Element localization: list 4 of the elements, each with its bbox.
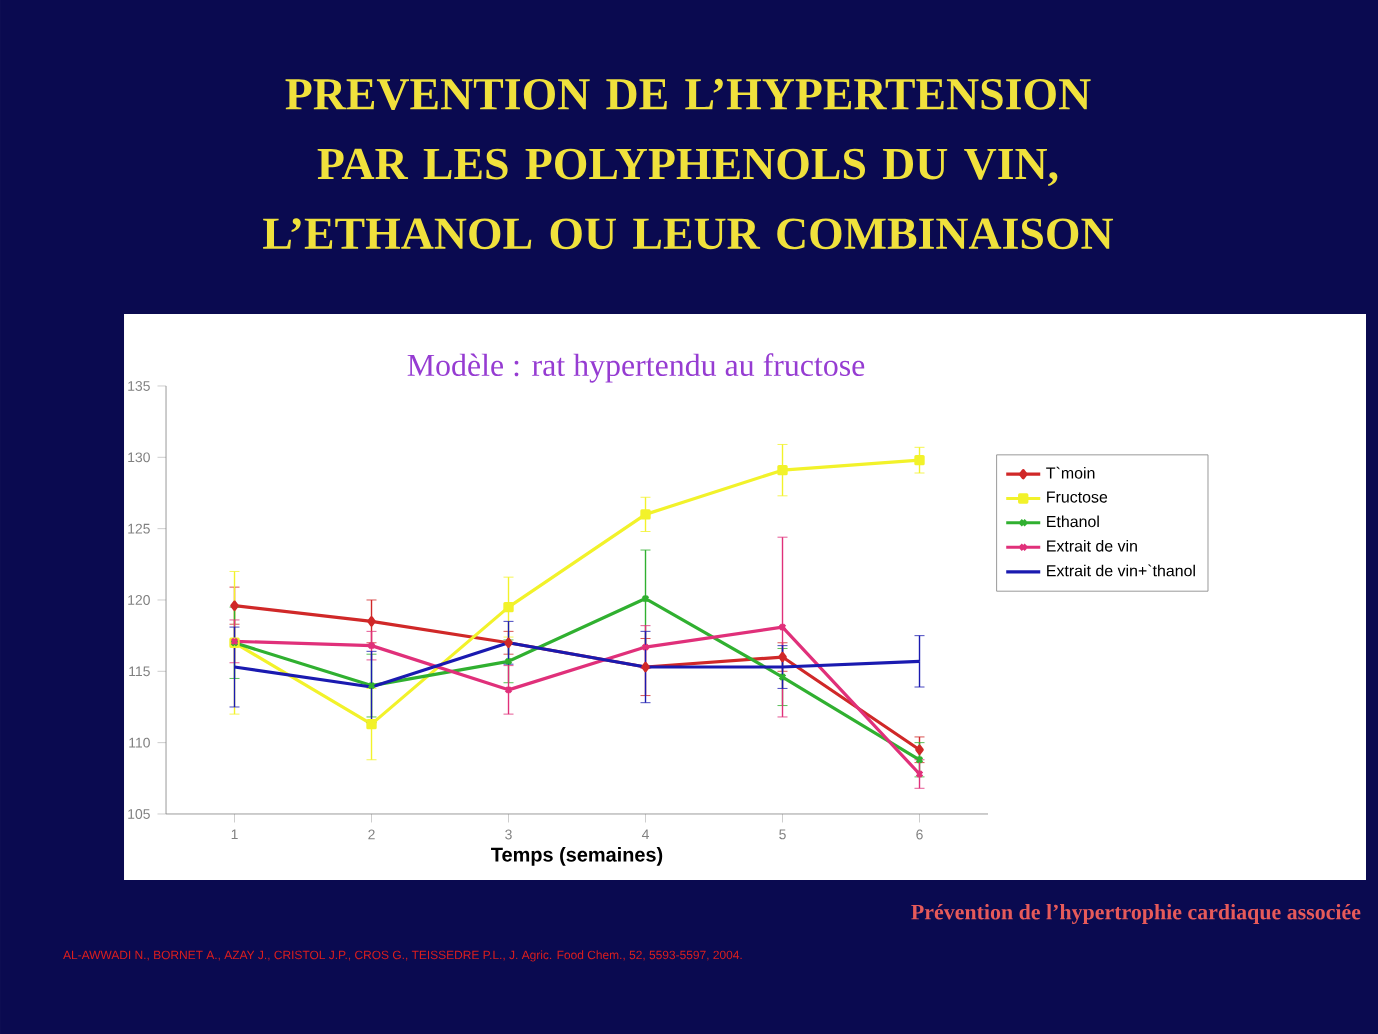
text: Prévention de l’hypertrophie cardiaque associée bbox=[911, 904, 1361, 924]
chart-title: PREVENTION DE L’HYPERTENSION PAR LES POLYPHENOLS DU VIN, L’ETHANOL OU LEUR COMBINAISON bbox=[263, 78, 1114, 250]
x-axis-title: Temps (semaines) bbox=[491, 847, 663, 866]
chart-subtitle: Modèle : rat hypertendu au fructose bbox=[407, 353, 865, 383]
